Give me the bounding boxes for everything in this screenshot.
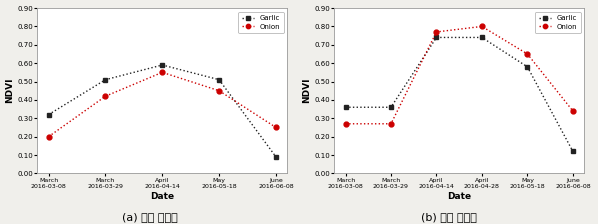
Garlic [272,155,279,158]
Garlic [569,150,576,153]
Onion [478,25,486,28]
Line: Onion: Onion [46,70,278,139]
Text: (b) 합천 덕곡면: (b) 합천 덕곡면 [420,212,477,222]
Legend: Garlic, Onion: Garlic, Onion [535,11,581,33]
Garlic [215,78,222,81]
Legend: Garlic, Onion: Garlic, Onion [238,11,284,33]
Text: (a) 창녕 유이면: (a) 창녕 유이면 [121,212,178,222]
Line: Garlic: Garlic [46,62,278,159]
Onion [569,110,576,112]
Onion [102,95,109,98]
Onion [342,123,349,125]
Y-axis label: NDVI: NDVI [5,78,14,103]
X-axis label: Date: Date [447,192,471,200]
Y-axis label: NDVI: NDVI [303,78,312,103]
Onion [272,126,279,129]
Onion [388,123,395,125]
Onion [45,135,52,138]
Garlic [478,36,486,39]
Line: Garlic: Garlic [343,35,575,154]
Onion [215,89,222,92]
Garlic [433,36,440,39]
Garlic [388,106,395,109]
Garlic [102,78,109,81]
Garlic [158,64,166,66]
Garlic [342,106,349,109]
Garlic [524,65,531,68]
Onion [158,71,166,74]
Onion [433,31,440,33]
Garlic [45,113,52,116]
Line: Onion: Onion [343,24,575,126]
Onion [524,53,531,55]
X-axis label: Date: Date [150,192,175,200]
